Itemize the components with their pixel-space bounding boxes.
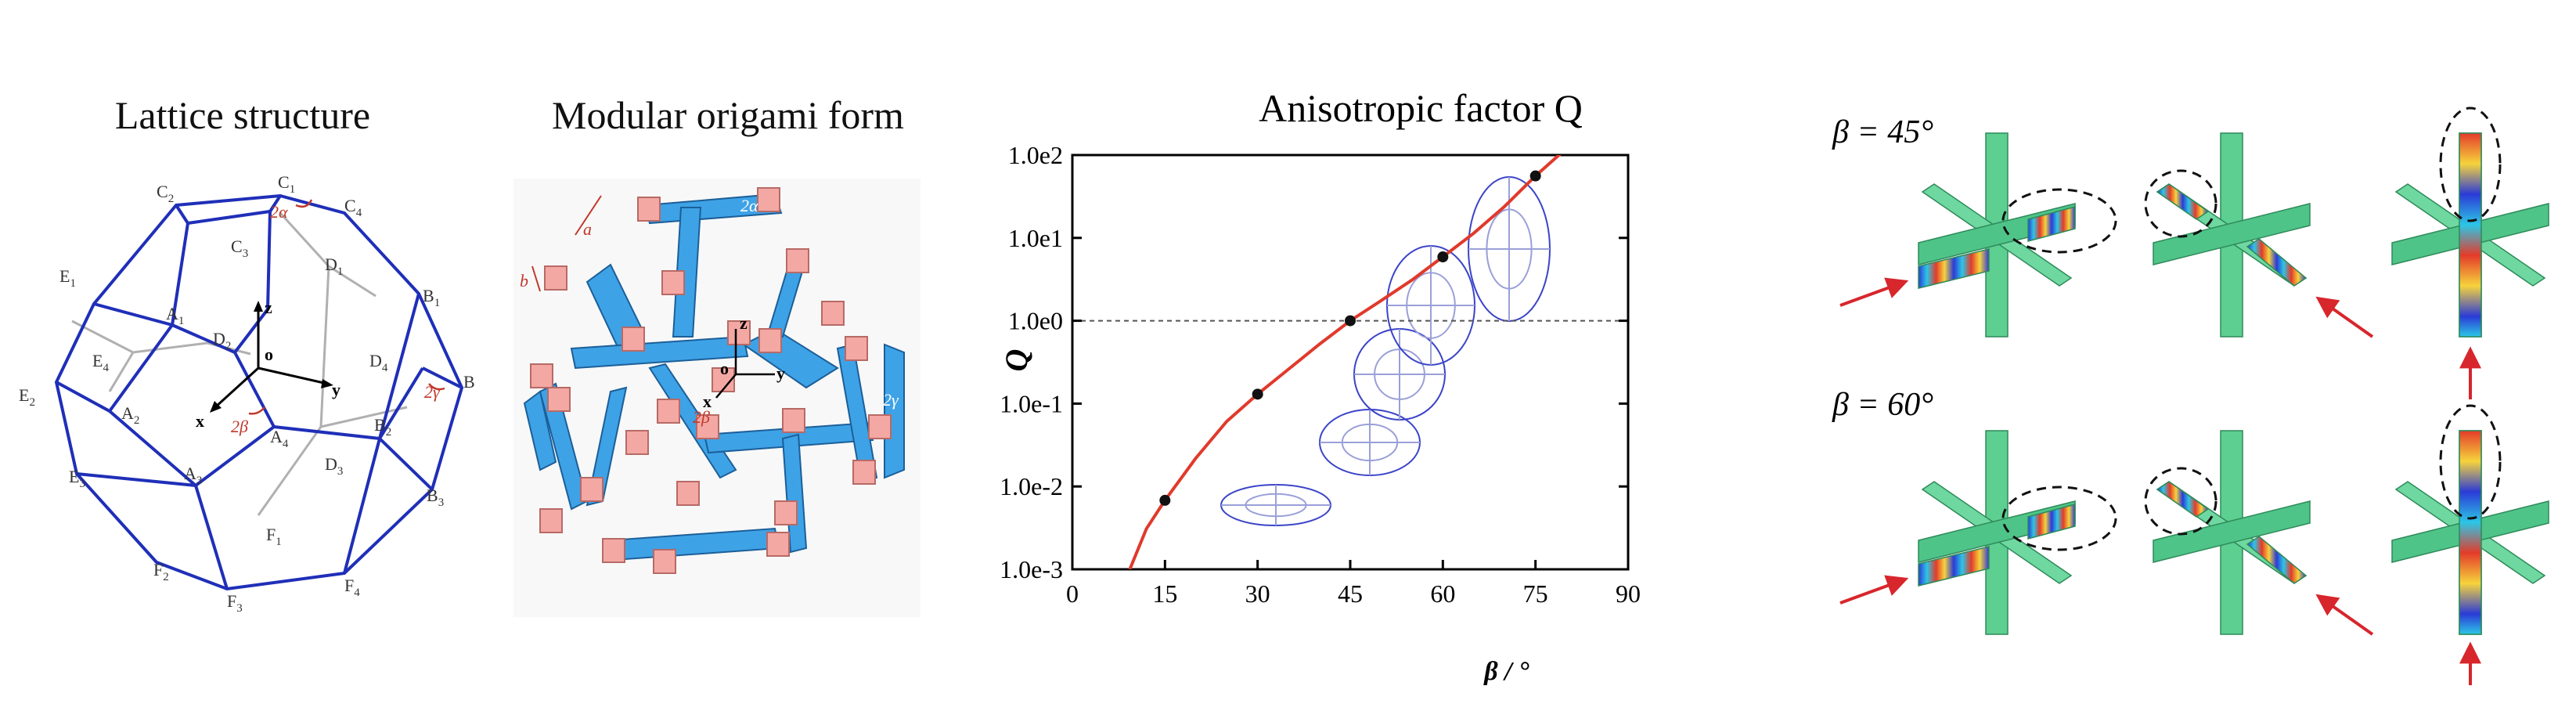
y-tick-label: 1.0e2: [1008, 141, 1063, 169]
label-subscript: 3: [243, 247, 249, 260]
edge-a-label: a: [583, 219, 592, 239]
axis-y-label: y: [332, 380, 340, 399]
beta-60-label: β = 60°: [1832, 387, 1933, 423]
label-subscript: 2: [225, 340, 232, 352]
label-f3: F3: [227, 591, 243, 615]
label-subscript: 2: [134, 414, 140, 427]
label-subscript: 1: [178, 315, 185, 327]
origami-title: Modular origami form: [552, 93, 904, 137]
label-subscript: 3: [79, 478, 85, 490]
label-e2: E2: [19, 385, 35, 409]
x-tick-label: 75: [1523, 579, 1548, 608]
label-e3: E3: [69, 467, 85, 490]
y-tick-label: 1.0e0: [1008, 307, 1063, 335]
label-subscript: 2: [29, 396, 35, 409]
label-subscript: 4: [103, 362, 109, 374]
label-d3: D3: [325, 454, 343, 478]
fem-45-mode-2: [2144, 132, 2374, 338]
origami-gamma-label: 2γ: [883, 390, 899, 410]
data-point: [1159, 494, 1171, 506]
label-c1: C1: [278, 172, 295, 196]
x-tick-label: 45: [1338, 579, 1363, 608]
label-subscript: 1: [276, 536, 282, 548]
label-d4: D4: [369, 351, 388, 374]
chart-title: Anisotropic factor Q: [1259, 86, 1583, 130]
lattice-title: Lattice structure: [114, 93, 371, 137]
label-subscript: 1: [290, 183, 296, 196]
data-point: [1252, 388, 1263, 400]
x-tick-label: 0: [1066, 579, 1079, 608]
origami-x-label: x: [703, 392, 712, 411]
angle-beta-label: 2β: [231, 417, 248, 436]
q-curve: [1128, 155, 1562, 569]
label-b: B: [463, 372, 475, 392]
label-subscript: 1: [70, 277, 76, 290]
origami-y-label: y: [776, 363, 785, 383]
axis-z-label: z: [265, 298, 272, 317]
x-axis-label: β / °: [1483, 657, 1529, 686]
label-subscript: 1: [337, 265, 344, 278]
x-tick-label: 60: [1430, 579, 1455, 608]
origami-origin-label: o: [720, 359, 729, 378]
y-tick-label: 1.0e-2: [1000, 472, 1063, 500]
y-tick-label: 1.0e-3: [1000, 555, 1063, 583]
fem-60-mode-1: [1839, 430, 2117, 635]
label-e4: E4: [92, 351, 109, 374]
fem-45-mode-1: [1839, 132, 2117, 338]
origami-alpha-label: 2α: [740, 196, 758, 215]
edge-b-label: b: [520, 271, 528, 291]
fem-mode-shapes: β = 45° β = 60°: [1832, 107, 2549, 685]
x-tick-label: 30: [1245, 579, 1270, 608]
label-f4: F4: [344, 576, 360, 599]
y-tick-label: 1.0e-1: [1000, 389, 1063, 417]
fem-60-mode-3: [2391, 404, 2549, 685]
fem-45-mode-3: [2391, 107, 2549, 399]
origami-diagram: z y x o a b 2α 2β 2γ: [513, 179, 921, 617]
angle-gamma-label: 2γ: [424, 382, 441, 402]
label-subscript: 2: [168, 193, 175, 205]
label-subscript: 4: [354, 587, 360, 599]
label-subscript: 3: [337, 465, 344, 478]
label-subscript: 3: [438, 496, 445, 509]
origin-label: o: [265, 345, 273, 364]
label-subscript: 4: [356, 207, 362, 219]
label-subscript: 1: [434, 297, 441, 309]
label-subscript: 2: [386, 426, 392, 439]
data-point: [1529, 170, 1541, 182]
beta-45-label: β = 45°: [1832, 114, 1933, 150]
label-subscript: 2: [163, 571, 169, 583]
angle-alpha-label: 2α: [270, 202, 288, 222]
label-b3: B3: [427, 486, 444, 509]
label-f2: F2: [153, 560, 169, 583]
fem-60-mode-2: [2144, 430, 2374, 636]
label-e1: E1: [59, 266, 76, 290]
origami-z-label: z: [740, 313, 748, 333]
label-c2: C2: [157, 182, 174, 205]
label-subscript: 4: [382, 362, 388, 374]
label-f1: F1: [266, 525, 282, 548]
data-point: [1437, 251, 1449, 263]
label-d2: D2: [213, 329, 231, 352]
y-axis-label: Q: [999, 349, 1034, 372]
label-subscript: 4: [283, 438, 289, 450]
x-tick-label: 90: [1616, 579, 1641, 608]
lattice-diagram: C1 C2 C3 C4 D1 D2 D3 D4 B1 B2 B3 B E1 E2…: [19, 172, 475, 615]
axis-x-label: x: [196, 411, 204, 431]
y-tick-label: 1.0e1: [1008, 224, 1063, 252]
label-subscript: 3: [236, 602, 243, 615]
x-tick-label: 15: [1152, 579, 1177, 608]
polyhedron-insets: [1220, 176, 1551, 526]
data-point: [1345, 315, 1356, 327]
anisotropy-chart: Anisotropic factor Q 0 15 30 45 60 75 90 1.0e-3…: [999, 86, 1641, 686]
label-a4: A4: [270, 427, 289, 450]
label-c3: C3: [231, 236, 248, 260]
origami-beta-label: 2β: [693, 407, 710, 427]
label-subscript: 3: [196, 475, 203, 487]
plot-frame: [1071, 153, 1630, 571]
